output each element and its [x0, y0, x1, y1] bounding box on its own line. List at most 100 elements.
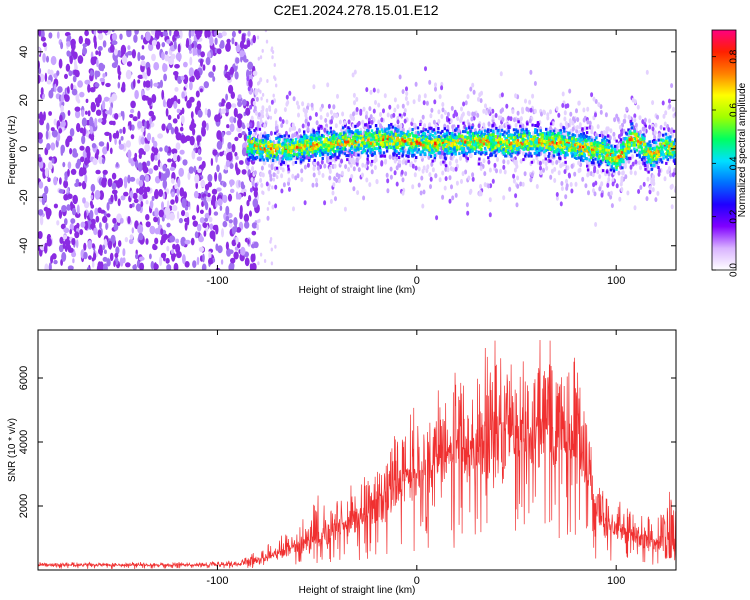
heatmap-noise-cell — [53, 118, 57, 126]
heatmap-signal-cell — [618, 124, 622, 130]
heatmap-noise-cell — [63, 227, 70, 234]
heatmap-signal-cell — [513, 159, 517, 165]
heatmap-signal-cell — [521, 106, 524, 112]
heatmap-noise-cell — [105, 222, 108, 230]
heatmap-signal-cell — [263, 144, 266, 148]
heatmap-signal-cell — [359, 130, 362, 134]
heatmap-noise-cell — [146, 67, 151, 77]
heatmap-noise-cell — [83, 251, 88, 260]
heatmap-noise-cell — [251, 222, 258, 229]
heatmap-signal-cell — [672, 106, 675, 112]
heatmap-signal-cell — [428, 172, 432, 178]
heatmap-signal-cell — [583, 149, 586, 153]
heatmap-signal-cell — [673, 187, 676, 193]
heatmap-signal-cell — [521, 181, 525, 187]
heatmap-noise-cell — [166, 39, 171, 44]
heatmap-noise-cell — [271, 50, 275, 54]
heatmap-signal-cell — [466, 110, 470, 116]
heatmap-noise-cell — [241, 99, 247, 107]
heatmap-signal-cell — [604, 112, 608, 118]
heatmap-signal-cell — [532, 140, 535, 144]
heatmap-signal-cell — [642, 181, 646, 187]
heatmap-noise-cell — [90, 194, 94, 200]
heatmap-noise-cell — [72, 194, 78, 205]
heatmap-noise-cell — [125, 69, 132, 80]
heatmap-signal-cell — [553, 133, 556, 136]
heatmap-noise-cell — [60, 94, 64, 103]
heatmap-signal-cell — [252, 152, 256, 156]
heatmap-signal-cell — [481, 151, 484, 155]
heatmap-signal-cell — [440, 114, 444, 119]
heatmap-noise-cell — [184, 205, 189, 211]
heatmap-noise-cell — [237, 118, 242, 129]
heatmap-noise-cell — [220, 102, 225, 107]
heatmap-noise-cell — [150, 30, 156, 35]
heatmap-signal-cell — [412, 99, 416, 105]
heatmap-noise-cell — [43, 111, 46, 121]
heatmap-signal-cell — [353, 100, 356, 106]
heatmap-noise-cell — [90, 223, 96, 230]
heatmap-signal-cell — [380, 117, 384, 123]
heatmap-noise-cell — [88, 255, 92, 260]
heatmap-noise-cell — [151, 53, 156, 62]
heatmap-signal-cell — [379, 149, 382, 153]
heatmap-signal-cell — [292, 142, 295, 146]
spectrogram-heatmap — [38, 30, 676, 270]
heatmap-signal-cell — [449, 166, 453, 172]
heatmap-signal-cell — [489, 145, 493, 149]
heatmap-signal-cell — [614, 144, 617, 148]
heatmap-signal-cell — [602, 169, 605, 173]
heatmap-signal-cell — [471, 126, 474, 130]
heatmap-signal-cell — [445, 133, 448, 137]
heatmap-noise-cell — [171, 148, 178, 155]
heatmap-signal-cell — [399, 123, 403, 129]
heatmap-signal-cell — [523, 134, 527, 138]
heatmap-signal-cell — [612, 155, 615, 159]
heatmap-noise-cell — [132, 116, 138, 122]
heatmap-signal-cell — [263, 150, 266, 154]
heatmap-noise-cell — [38, 231, 43, 239]
heatmap-noise-cell — [59, 177, 62, 185]
heatmap-signal-cell — [259, 177, 263, 183]
heatmap-noise-cell — [224, 64, 228, 71]
heatmap-noise-cell — [251, 230, 257, 236]
heatmap-signal-cell — [432, 119, 436, 125]
heatmap-noise-cell — [179, 126, 184, 132]
heatmap-signal-cell — [332, 104, 336, 110]
heatmap-noise-cell — [76, 222, 80, 229]
heatmap-signal-cell — [560, 181, 564, 186]
heatmap-noise-cell — [139, 262, 145, 270]
heatmap-noise-cell — [122, 248, 126, 257]
heatmap-signal-cell — [588, 148, 591, 152]
heatmap-signal-cell — [512, 128, 516, 132]
heatmap-noise-cell — [85, 98, 89, 103]
heatmap-signal-cell — [466, 94, 470, 100]
heatmap-signal-cell — [275, 125, 279, 131]
heatmap-noise-cell — [38, 132, 43, 140]
heatmap-signal-cell — [622, 144, 625, 148]
heatmap-noise-cell — [272, 93, 275, 98]
heatmap-signal-cell — [560, 143, 563, 147]
heatmap-signal-cell — [326, 130, 329, 134]
heatmap-noise-cell — [102, 244, 106, 251]
heatmap-signal-cell — [410, 138, 413, 142]
heatmap-signal-cell — [340, 158, 344, 164]
heatmap-signal-cell — [542, 109, 546, 115]
heatmap-signal-cell — [361, 172, 364, 178]
heatmap-noise-cell — [275, 120, 278, 125]
heatmap-noise-cell — [220, 108, 227, 114]
heatmap-noise-cell — [167, 158, 172, 163]
heatmap-signal-cell — [366, 159, 370, 165]
heatmap-signal-cell — [401, 152, 405, 156]
heatmap-noise-cell — [195, 90, 200, 98]
heatmap-noise-cell — [235, 57, 240, 64]
heatmap-noise-cell — [148, 42, 154, 52]
heatmap-signal-cell — [608, 135, 612, 141]
heatmap-noise-cell — [173, 40, 177, 50]
heatmap-signal-cell — [260, 182, 264, 188]
heatmap-noise-cell — [133, 78, 136, 89]
heatmap-noise-cell — [177, 114, 180, 120]
heatmap-noise-cell — [249, 74, 254, 81]
heatmap-signal-cell — [448, 136, 452, 140]
heatmap-signal-cell — [421, 134, 424, 138]
